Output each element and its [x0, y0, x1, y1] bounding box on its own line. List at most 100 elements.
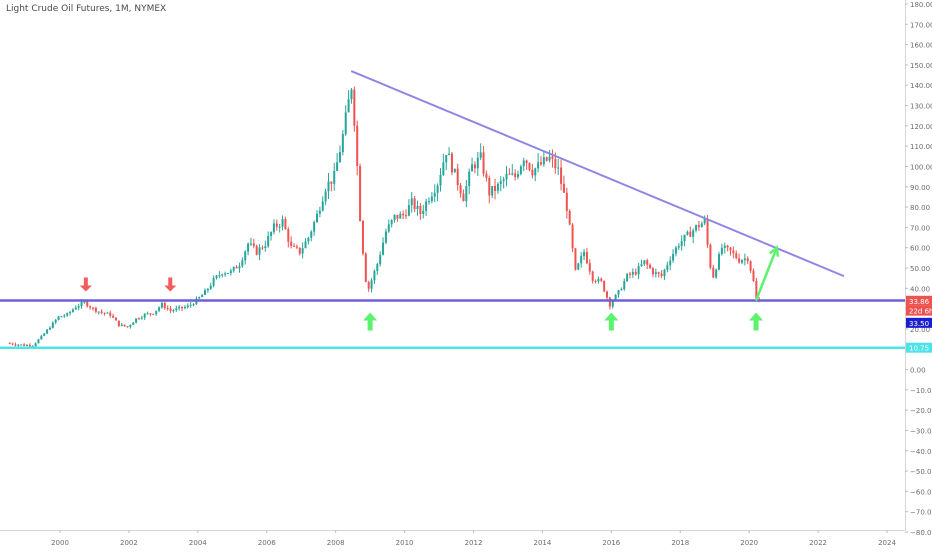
candle-body: [525, 160, 528, 164]
candle-body: [20, 344, 23, 346]
candle-body: [669, 260, 672, 266]
candle-body: [364, 253, 367, 282]
green-arrow-icon: [749, 312, 764, 331]
candle-body: [479, 152, 482, 158]
price-label-text: 33.50: [909, 320, 929, 328]
green-arrow-shape: [363, 312, 378, 331]
candle-body: [471, 164, 474, 172]
candle-body: [290, 241, 293, 246]
candle-body: [301, 248, 304, 254]
candle-body: [560, 167, 563, 184]
candle-body: [723, 245, 726, 248]
candle-body: [224, 273, 227, 275]
candle-body: [117, 320, 120, 326]
candle-body: [34, 343, 37, 347]
candle-body: [206, 288, 209, 291]
candle-body: [508, 173, 511, 175]
candle-body: [249, 243, 252, 245]
y-tick-label: 130.00: [910, 103, 932, 111]
green-arrow-shape: [749, 312, 764, 331]
candle-body: [281, 219, 284, 227]
candle-body: [261, 247, 264, 249]
green-arrow-icon: [604, 312, 619, 331]
y-tick-label: 140.00: [910, 82, 932, 90]
candle-body: [637, 266, 640, 275]
candle-body: [298, 247, 301, 254]
candle-body: [738, 258, 741, 263]
candle-body: [149, 313, 152, 315]
y-tick-label: −60.00: [910, 488, 932, 496]
candle-body: [370, 280, 373, 289]
candle-body: [28, 345, 31, 347]
candle-body: [562, 183, 565, 193]
candle-body: [123, 324, 126, 327]
candle-body: [594, 280, 597, 282]
candle-body: [71, 309, 74, 313]
candle-body: [129, 324, 132, 327]
candle-body: [258, 247, 261, 255]
candle-body: [333, 170, 336, 184]
y-tick-label: 120.00: [910, 123, 932, 131]
candle-body: [198, 297, 201, 299]
candle-body: [278, 226, 281, 228]
candle-body: [367, 281, 370, 289]
candle-body: [17, 344, 20, 346]
candle-body: [614, 294, 617, 302]
y-tick-label: 180.00: [910, 1, 932, 9]
candle-body: [229, 270, 232, 274]
candle-body: [338, 152, 341, 163]
candle-body: [267, 235, 270, 247]
candle-body: [600, 278, 603, 281]
candle-body: [571, 224, 574, 249]
x-tick-label: 2010: [396, 539, 414, 547]
price-label-box: [906, 305, 932, 316]
candle-body: [459, 185, 462, 194]
candle-body: [410, 198, 413, 206]
candle-body: [89, 306, 92, 308]
price-label-box: [906, 317, 932, 328]
candle-body: [591, 271, 594, 281]
y-tick-label: 110.00: [910, 143, 932, 151]
candle-body: [697, 225, 700, 228]
candle-body: [568, 211, 571, 225]
candle-body: [143, 313, 146, 318]
candle-body: [649, 264, 652, 269]
candle-body: [666, 265, 669, 270]
y-tick-label: 40.00: [910, 285, 930, 293]
candle-body: [402, 213, 405, 216]
x-tick-label: 2006: [258, 539, 276, 547]
candle-body: [703, 218, 706, 224]
candle-body: [623, 281, 626, 290]
candle-body: [252, 243, 255, 246]
candle-body: [48, 327, 51, 330]
y-tick-label: 150.00: [910, 62, 932, 70]
candle-body: [631, 271, 634, 275]
candle-body: [537, 162, 540, 169]
candle-body: [473, 164, 476, 169]
candle-body: [608, 297, 611, 307]
candle-body: [517, 174, 520, 177]
candle-body: [554, 158, 557, 169]
candle-body: [215, 275, 218, 278]
candle-body: [674, 247, 677, 254]
candle-body: [399, 213, 402, 219]
candle-body: [63, 315, 66, 317]
y-tick-label: 60.00: [910, 245, 930, 253]
red-arrow-shape: [79, 277, 92, 292]
candle-body: [634, 271, 637, 275]
candle-body: [160, 302, 163, 308]
candle-body: [183, 307, 186, 309]
candle-body: [545, 157, 548, 161]
candle-body: [445, 155, 448, 163]
candle-body: [83, 301, 86, 303]
candle-body: [677, 246, 680, 248]
x-tick-label: 2024: [878, 539, 896, 547]
candle-body: [37, 339, 40, 344]
candle-body: [726, 245, 729, 248]
candle-body: [712, 267, 715, 278]
candle-body: [465, 186, 468, 202]
candle-body: [585, 251, 588, 264]
candle-body: [293, 245, 296, 247]
candle-body: [97, 311, 100, 313]
